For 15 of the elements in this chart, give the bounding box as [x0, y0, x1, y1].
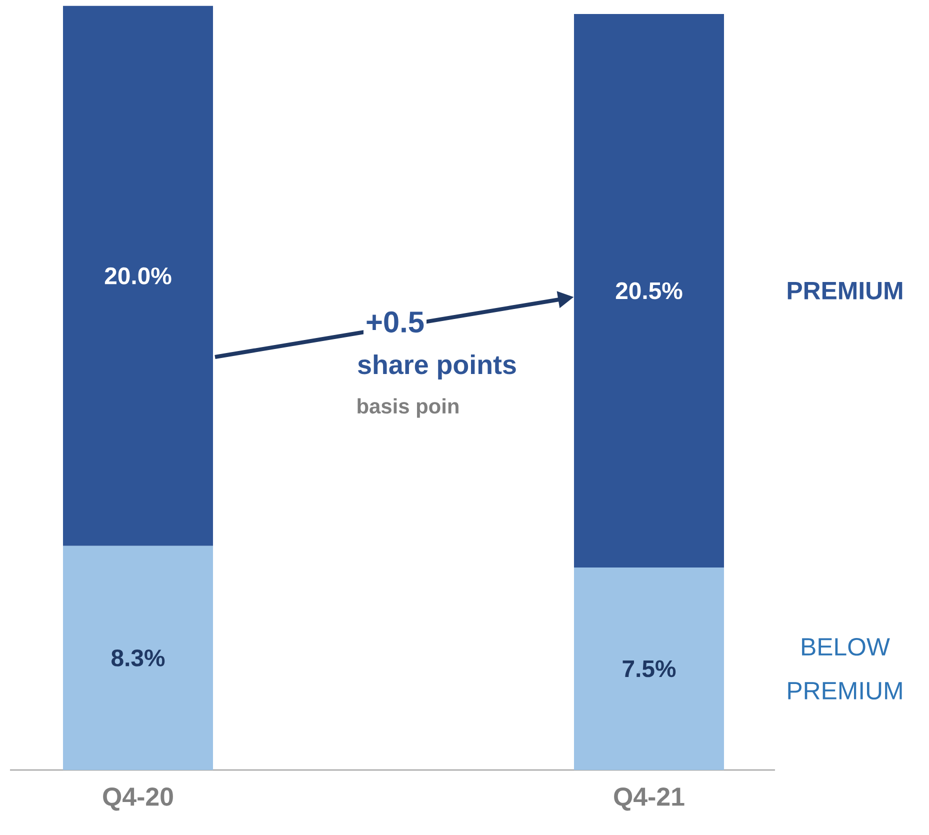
bar: [63, 546, 214, 770]
annotation: +0.5: [366, 311, 424, 333]
annotation: basis poin: [358, 398, 458, 418]
data-label: 20.0%: [104, 267, 172, 284]
x-tick-label: Q4-20: [103, 788, 173, 811]
text: PREMIUM: [788, 282, 902, 300]
data-label: 8.3%: [112, 649, 165, 666]
data-label: 7.5%: [622, 660, 676, 678]
text: BELOW PREMIUM: [788, 638, 902, 700]
annotation: share points: [358, 354, 516, 380]
bar: [63, 6, 214, 546]
bar: [574, 567, 724, 770]
x-tick-label: Q4-21: [614, 788, 684, 811]
bar: [574, 14, 724, 568]
data-label: 20.5%: [616, 282, 682, 300]
